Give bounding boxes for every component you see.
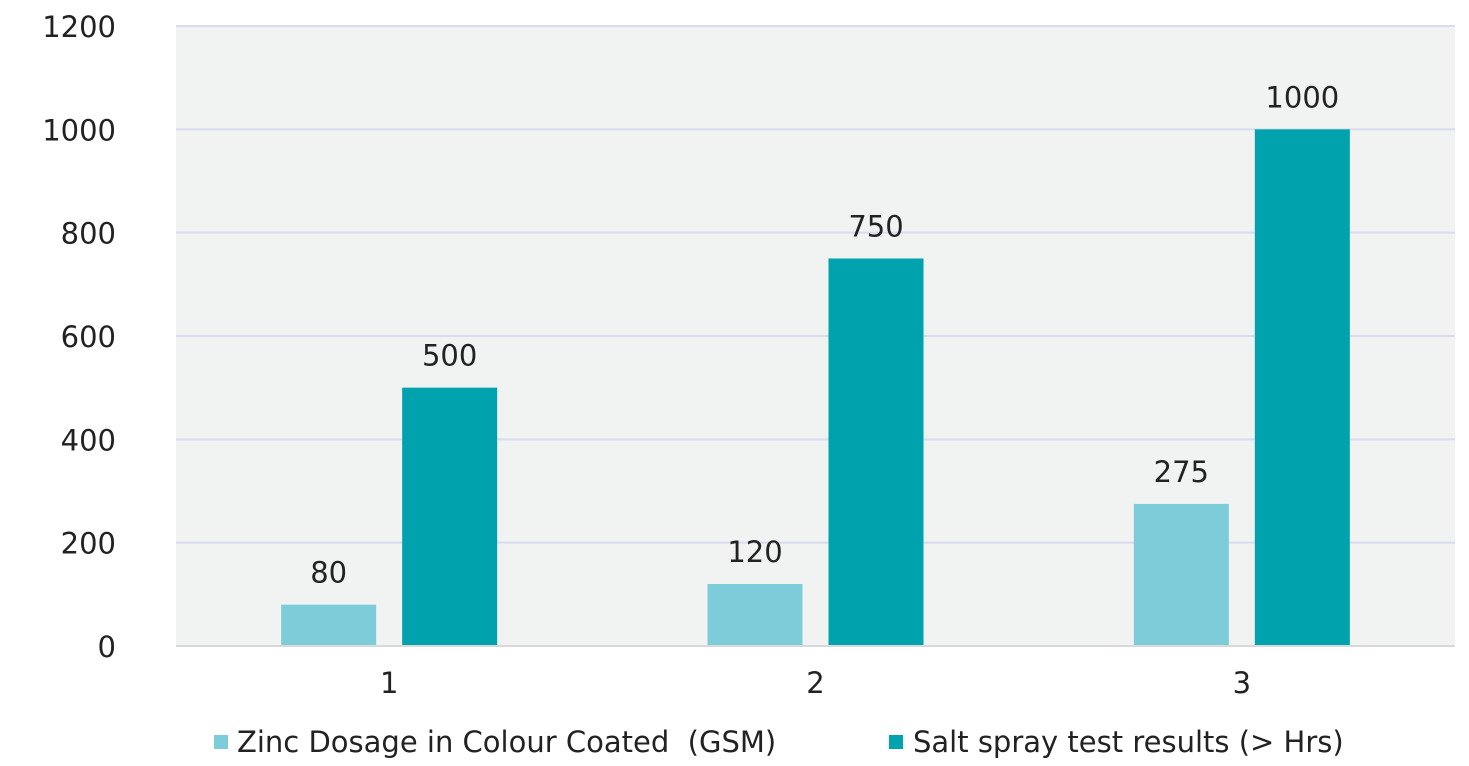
bar-value-label: 500 bbox=[422, 339, 477, 373]
legend-swatch-zinc bbox=[214, 735, 228, 749]
y-tick-label: 1000 bbox=[42, 113, 116, 147]
bar-salt-spray bbox=[1254, 129, 1350, 647]
y-tick-label: 0 bbox=[98, 630, 116, 664]
y-tick-label: 200 bbox=[61, 527, 116, 561]
x-tick-label: 3 bbox=[1233, 666, 1251, 700]
bars bbox=[281, 129, 1350, 647]
bar-zinc-dosage bbox=[1133, 503, 1229, 646]
y-tick-label: 600 bbox=[61, 320, 116, 354]
y-axis-tick-labels: 0 200 400 600 800 1000 1200 bbox=[42, 10, 116, 664]
bar-value-label: 120 bbox=[727, 535, 782, 569]
x-axis-tick-labels: 1 2 3 bbox=[380, 666, 1251, 700]
x-tick-label: 1 bbox=[380, 666, 398, 700]
bar-value-label: 80 bbox=[310, 556, 347, 590]
bar-value-label: 1000 bbox=[1265, 80, 1339, 114]
bar-zinc-dosage bbox=[707, 584, 803, 646]
bar-value-label: 750 bbox=[848, 210, 903, 244]
y-tick-label: 400 bbox=[61, 423, 116, 457]
legend-swatch-salt-spray bbox=[889, 735, 903, 749]
y-tick-label: 800 bbox=[61, 217, 116, 251]
bar-salt-spray bbox=[402, 387, 498, 646]
legend-label-salt-spray: Salt spray test results (> Hrs) bbox=[913, 725, 1344, 759]
bar-salt-spray bbox=[828, 258, 924, 646]
bar-value-label: 275 bbox=[1154, 455, 1209, 489]
y-tick-label: 1200 bbox=[42, 10, 116, 44]
legend: Zinc Dosage in Colour Coated (GSM) Salt … bbox=[214, 725, 1344, 759]
gridlines bbox=[176, 25, 1455, 544]
legend-label-zinc: Zinc Dosage in Colour Coated (GSM) bbox=[237, 725, 776, 759]
x-tick-label: 2 bbox=[806, 666, 824, 700]
bar-value-labels: 80 500 120 750 275 1000 bbox=[310, 80, 1339, 589]
bar-zinc-dosage bbox=[281, 604, 377, 646]
